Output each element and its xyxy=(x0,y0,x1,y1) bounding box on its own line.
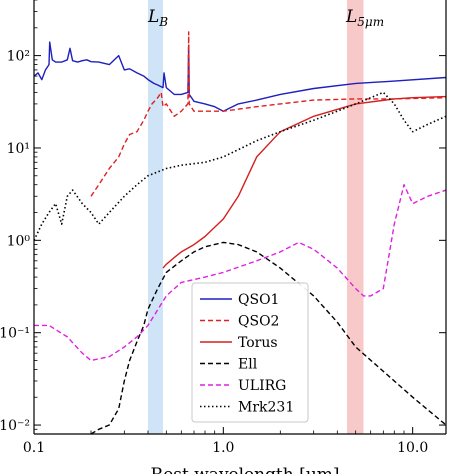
y-tick-label: 10¹ xyxy=(7,141,30,157)
band-label-l5um: L5μm xyxy=(345,7,384,29)
band-layer xyxy=(147,0,364,434)
legend-label-mrk231: Mrk231 xyxy=(238,400,294,416)
legend-label-torus: Torus xyxy=(238,335,278,351)
legend-label-qso2: QSO2 xyxy=(238,314,279,330)
x-axis-label: Rest wavelength [μm] xyxy=(150,465,339,474)
band-l-b xyxy=(147,0,163,434)
series-line-ell xyxy=(90,241,446,434)
x-tick-label: 1.0 xyxy=(212,440,234,456)
band-l-5-m xyxy=(347,0,364,434)
y-tick-label: 10⁰ xyxy=(7,233,31,249)
x-tick-label: 10.0 xyxy=(397,440,428,456)
band-label-lb: LB xyxy=(147,7,168,29)
y-tick-label: 10⁻¹ xyxy=(0,326,30,342)
series-layer xyxy=(34,31,446,434)
y-tick-label: 10² xyxy=(7,49,30,65)
axes-frame xyxy=(33,0,447,435)
ticks-layer: 0.1 1.0 10.0 10⁻² 10⁻¹ 10⁰ 10¹ 10² xyxy=(0,0,446,456)
series-line-qso2 xyxy=(90,31,446,197)
legend-label-ell: Ell xyxy=(238,357,258,373)
series-line-mrk231 xyxy=(34,91,446,241)
legend-label-ulirg: ULIRG xyxy=(238,378,286,394)
x-tick-label: 0.1 xyxy=(23,440,45,456)
y-tick-label: 10⁻² xyxy=(0,418,30,434)
series-line-ulirg xyxy=(34,184,446,362)
legend-label-qso1: QSO1 xyxy=(238,292,279,308)
legend: QSO1 QSO2 Torus Ell ULIRG Mrk231 xyxy=(191,282,309,423)
series-line-qso1 xyxy=(34,41,446,112)
series-line-torus xyxy=(162,95,446,269)
